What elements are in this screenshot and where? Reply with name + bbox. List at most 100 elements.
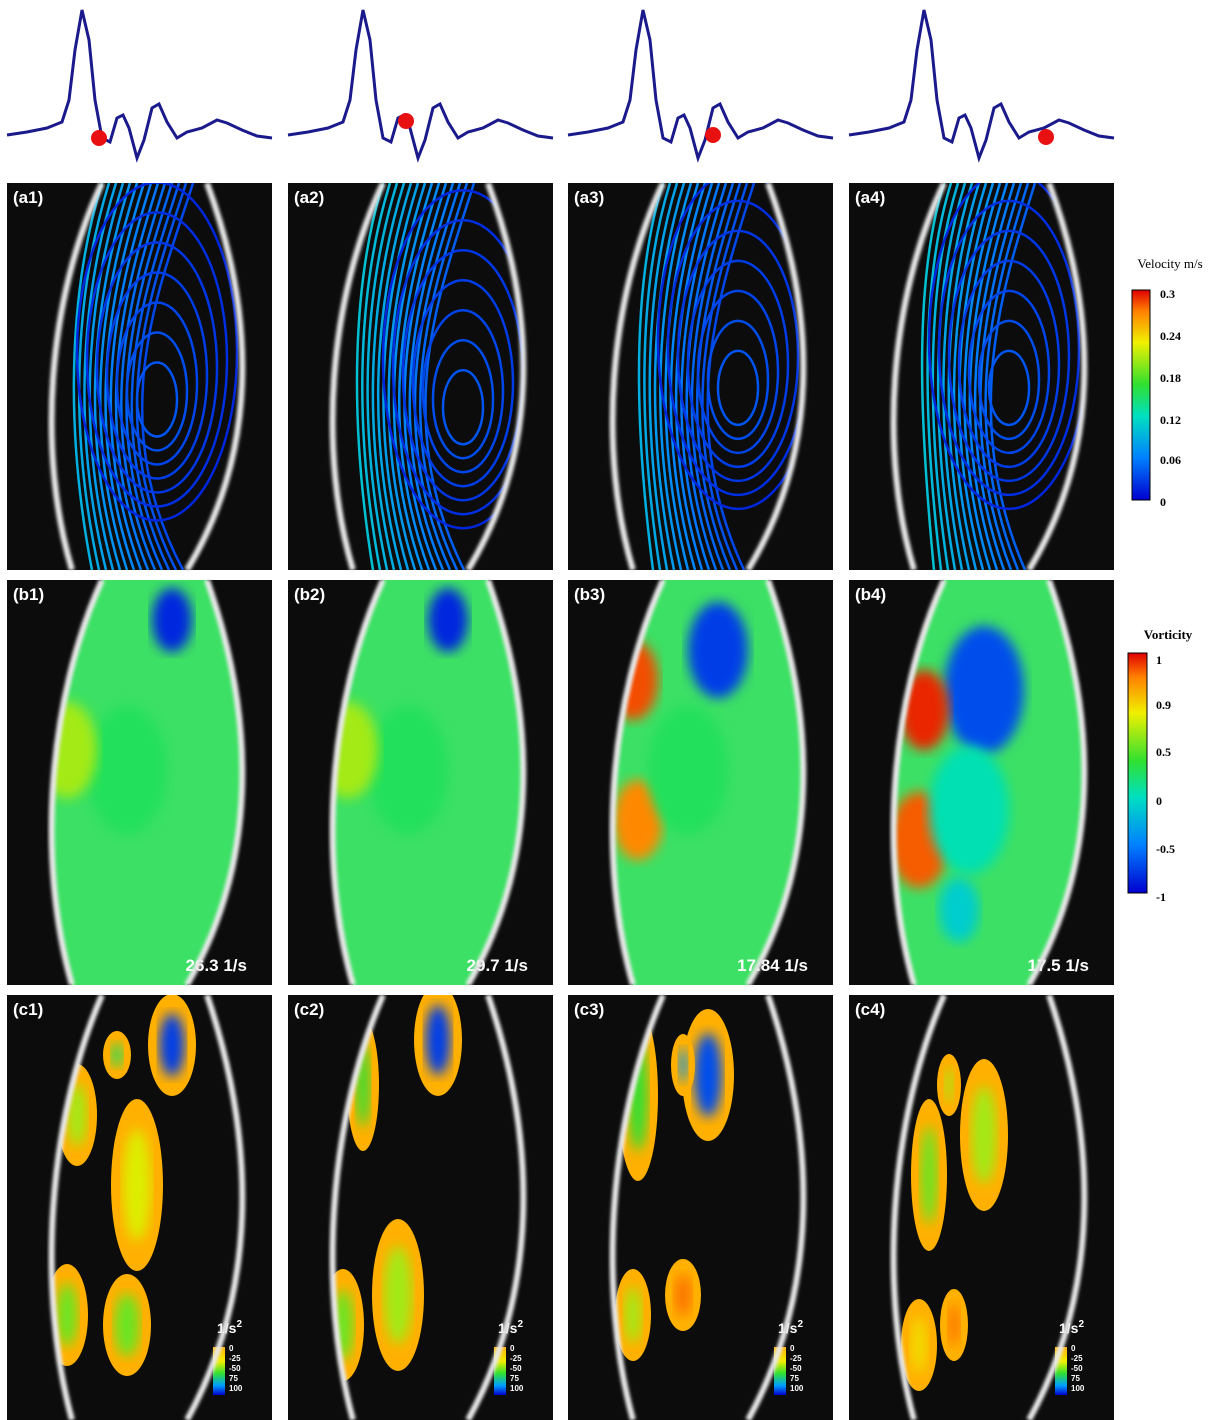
colorbar-tick-label: 100 [510,1384,524,1393]
vessel-wall [609,578,666,986]
colorbar-tick-label: 100 [229,1384,243,1393]
colorbar-tick-label: -50 [1071,1364,1083,1373]
vortex-streamline [987,349,1031,427]
streamline [701,183,749,570]
streamline [931,183,960,570]
streamline [376,183,413,570]
vessel-wall [609,181,666,571]
colorbar-tick-label: 0.3 [1160,287,1175,301]
panel-label: (b3) [574,585,605,604]
colorbar-tick-label: 0 [1071,1344,1076,1353]
waveform [848,9,1115,163]
rate-annotation: 17.84 1/s [737,956,808,975]
magnitude-core [624,1287,642,1343]
flow-field [615,1009,734,1361]
vortex-streamline [656,183,804,511]
unit-superscript: 2 [1078,1319,1084,1330]
vortex-streamline [441,368,485,446]
streamline [926,183,953,570]
colorbar [1127,652,1148,894]
colorbar-tick-label: -25 [510,1354,522,1363]
colorbar-tick-label: 0.18 [1160,371,1181,385]
vessel-wall [48,181,105,571]
panel: (a1) [7,181,272,572]
magnitude-core [67,1083,87,1147]
vessel-wall [329,993,386,1420]
vortex-streamline [696,289,780,455]
streamline [77,183,111,570]
phase-marker [1038,129,1054,145]
colorbar-tick-label: -25 [1071,1354,1083,1363]
magnitude-core [425,1005,451,1075]
streamline [920,183,946,570]
colorbar-tick-label: 0 [1156,794,1162,808]
vessel-wall [184,579,246,987]
streamline [669,183,707,570]
vorticity-colorbar: Vorticity 1 0.9 0.5 0 -0.5 -1 [1127,627,1193,904]
flow-field [332,580,524,985]
flow-field [920,183,1085,570]
vortex-streamline [927,183,1085,511]
panel: 17.84 1/s (b3) [568,578,833,987]
vorticity-blob [648,706,728,834]
vessel-wall [48,993,105,1420]
colorbar-tick-label: 0 [229,1344,234,1353]
vessel-wall [890,181,947,571]
waveform-line [6,9,273,163]
vortex-streamline [716,349,760,427]
vortex-streamline [686,259,790,469]
waveform-line [287,9,554,163]
colorbar-title: Velocity m/s [1137,256,1202,271]
panel: 26.3 1/s(b1) [7,578,272,987]
colorbar-tick-label: -50 [510,1364,522,1373]
magnitude-core [123,1129,151,1241]
vessel-wall [329,578,386,986]
flow-field [51,995,196,1376]
colorbar-tick-label: 0 [1160,495,1166,509]
velocity-colorbar: Velocity m/s 0.3 0.24 0.18 0.12 0.06 0 [1131,256,1203,509]
waveform-line [567,9,834,163]
streamline [392,183,434,570]
vortex-streamline [95,241,219,494]
vortex-streamline [85,211,229,508]
streamline [135,183,188,570]
colorbar-tick-label: -25 [229,1354,241,1363]
vessel-wall [745,579,807,987]
flow-field [637,183,804,570]
flow-field [72,183,239,570]
vortex-streamline [666,199,804,497]
unit-superscript: 2 [236,1319,242,1330]
streamline [643,183,672,570]
vortex-streamline [937,199,1081,497]
colorbar-tick-label: 75 [1071,1374,1080,1383]
colorbar-tick-label: 1 [1156,653,1162,667]
panel-label: (a1) [13,188,43,207]
waveform [567,9,834,163]
streamline [973,183,1016,570]
vessel-wall [1026,994,1088,1420]
streamline [355,183,385,570]
flow-field [355,183,524,570]
flow-field [901,1054,1008,1391]
streamline [424,183,476,570]
vessel-wall [184,181,246,572]
streamline [963,183,1002,570]
panel: 17.5 1/s(b4) [849,578,1114,987]
vorticity-blob [152,588,192,652]
panel-label: (b2) [294,585,325,604]
vortex-streamline [957,259,1061,469]
vorticity-blob [944,626,1024,754]
magnitude-core [384,1246,412,1344]
panel-label: (b1) [13,585,44,604]
magnitude-core [159,1013,185,1077]
vessel-wall [609,993,666,1420]
streamline [418,183,469,570]
vortex-streamline [105,271,209,480]
vortex-streamline [75,183,239,522]
colorbar-tick-label: 0 [790,1344,795,1353]
streamline [648,183,679,570]
